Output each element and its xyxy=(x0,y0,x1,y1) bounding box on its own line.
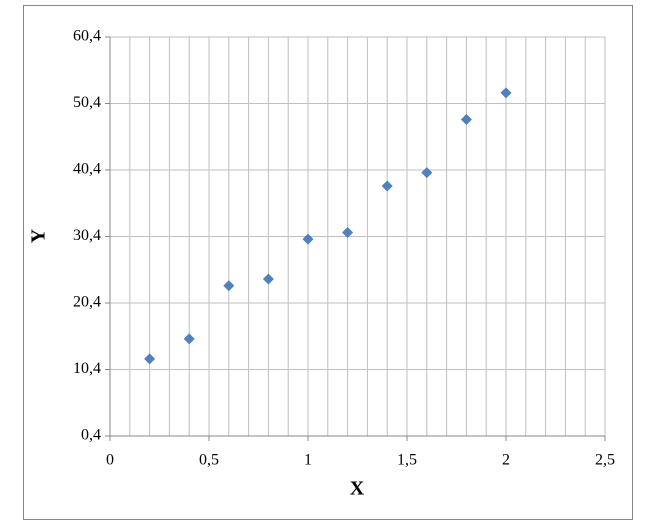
point xyxy=(460,113,472,125)
point xyxy=(223,280,235,292)
x-tick-label: 2,5 xyxy=(595,452,615,469)
x-axis-title: X xyxy=(350,478,365,500)
x-tick-label: 0,5 xyxy=(199,452,219,469)
y-tick-label: 20,4 xyxy=(73,294,101,311)
x-tick-label: 1,5 xyxy=(397,452,417,469)
x-tick-label: 0 xyxy=(106,452,114,469)
point xyxy=(381,180,393,192)
y-tick-label: 60,4 xyxy=(73,28,101,45)
y-tick-label: 10,4 xyxy=(73,360,101,377)
x-tick-label: 2 xyxy=(502,452,510,469)
point xyxy=(302,233,314,245)
y-tick-label: 50,4 xyxy=(73,94,101,111)
point xyxy=(262,273,274,285)
y-axis-title: Y xyxy=(28,228,50,243)
point xyxy=(183,333,195,345)
x-tick-label: 1 xyxy=(304,452,312,469)
point xyxy=(342,227,354,239)
point xyxy=(144,353,156,365)
y-tick-label: 0,4 xyxy=(81,427,101,444)
point xyxy=(500,87,512,99)
y-tick-label: 40,4 xyxy=(73,161,101,178)
y-tick-label: 30,4 xyxy=(73,227,101,244)
point xyxy=(421,167,433,179)
